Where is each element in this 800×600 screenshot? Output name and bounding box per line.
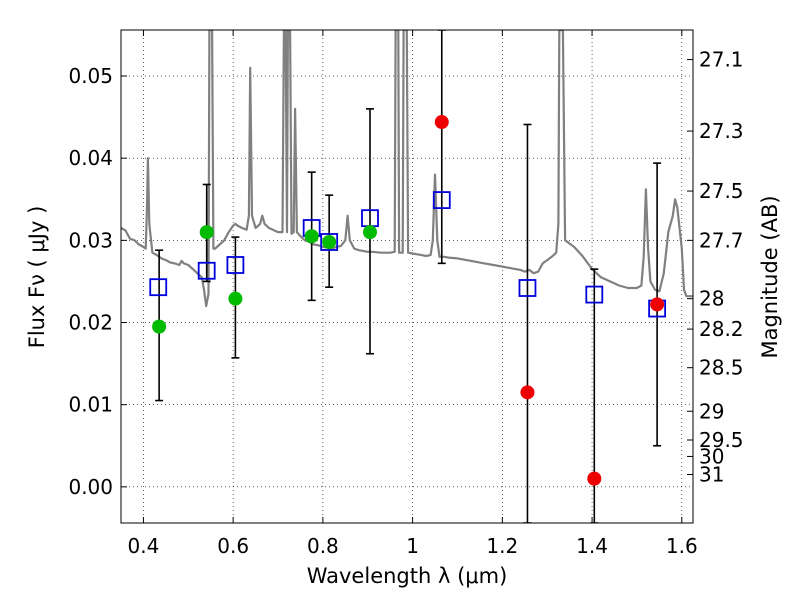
green-point-marker: [304, 229, 319, 244]
x-tick-label: 1.6: [666, 534, 698, 558]
y-axis-label-right: Magnitude (AB): [758, 195, 782, 358]
red-point-marker: [434, 115, 449, 130]
model-box-marker: [432, 191, 451, 209]
x-tick-label: 0.8: [307, 534, 339, 558]
green-point-marker: [362, 225, 377, 240]
x-tick-label: 0.6: [217, 534, 249, 558]
y-tick-label: 0.00: [68, 475, 113, 499]
x-tick-label: 0.4: [128, 534, 160, 558]
y-tick-label: 0.05: [68, 64, 113, 88]
model-box-marker: [197, 261, 216, 280]
x-tick-label: 1.4: [576, 534, 608, 558]
x-tick-label: 1.2: [486, 534, 518, 558]
magnitude-tick-label: 28.5: [699, 356, 744, 380]
plot-frame: [120, 29, 694, 524]
model-box-marker: [585, 285, 604, 304]
model-box-marker: [320, 233, 339, 251]
x-tick-label: 1: [406, 534, 419, 558]
green-point-marker: [199, 225, 214, 240]
red-point-marker: [520, 385, 535, 400]
y-tick-label: 0.01: [68, 393, 113, 417]
green-point-marker: [152, 319, 167, 334]
x-axis-label: Wavelength λ (μm): [307, 564, 508, 588]
magnitude-tick-label: 28: [699, 287, 724, 311]
magnitude-tick-label: 27.7: [699, 228, 744, 252]
green-point-marker: [228, 291, 243, 306]
magnitude-tick-label: 27.5: [699, 179, 744, 203]
series-layer: [121, 30, 693, 523]
magnitude-tick-label: 27.3: [699, 119, 744, 143]
grid: [121, 30, 693, 523]
model-box-marker: [149, 278, 168, 297]
model-box-marker: [518, 279, 537, 297]
y-axis-label-left: Flux Fν ( μJy ): [25, 206, 49, 349]
red-point-marker: [650, 297, 665, 312]
y-tick-label: 0.04: [68, 146, 113, 170]
magnitude-tick-label: 29.5: [699, 428, 744, 452]
magnitude-tick-label: 30: [699, 444, 724, 468]
red-point-marker: [587, 471, 602, 486]
magnitude-tick-label: 27.1: [699, 48, 744, 72]
y-tick-label: 0.03: [68, 228, 113, 252]
magnitude-tick-label: 28.2: [699, 317, 744, 341]
model-box-marker: [226, 256, 245, 274]
magnitude-tick-label: 31: [699, 463, 724, 487]
magnitude-tick-label: 29: [699, 399, 724, 423]
green-point-marker: [322, 234, 337, 249]
ticks: 0.4 0.6 0.8 1 1.2 1.4 1.6 0.00 0.01 0.02 0.03 0.04 0…: [68, 30, 744, 558]
y-tick-label: 0.02: [68, 311, 113, 335]
model-spectrum-line: [121, 30, 693, 308]
